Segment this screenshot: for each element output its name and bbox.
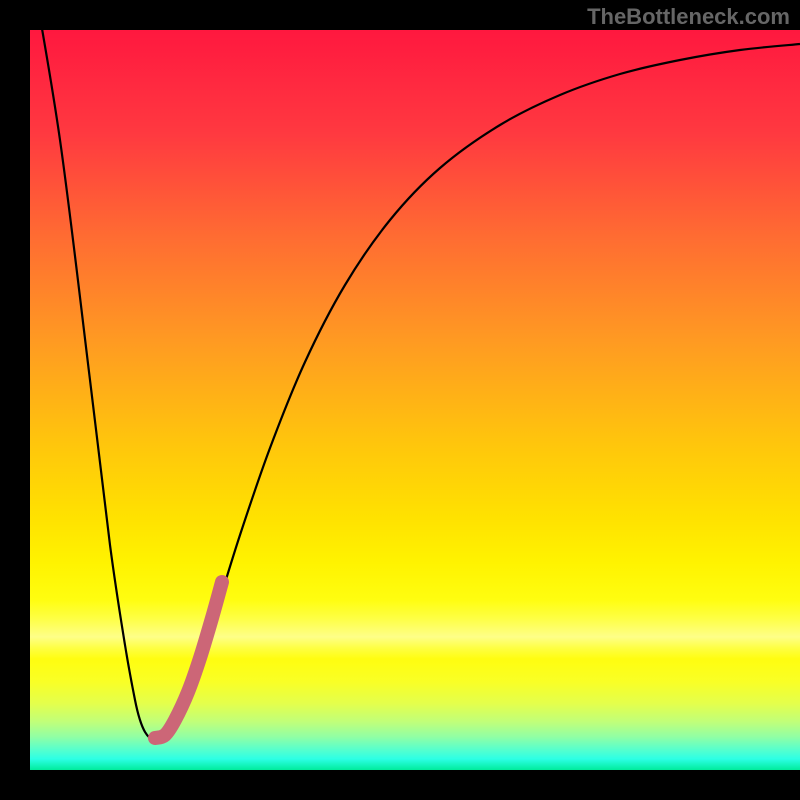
plot-area	[30, 30, 800, 770]
bottleneck-curve	[30, 30, 800, 740]
curves-layer	[30, 30, 800, 770]
highlight-stroke	[155, 582, 222, 738]
watermark-text: TheBottleneck.com	[587, 4, 790, 30]
chart-container: TheBottleneck.com	[0, 0, 800, 800]
